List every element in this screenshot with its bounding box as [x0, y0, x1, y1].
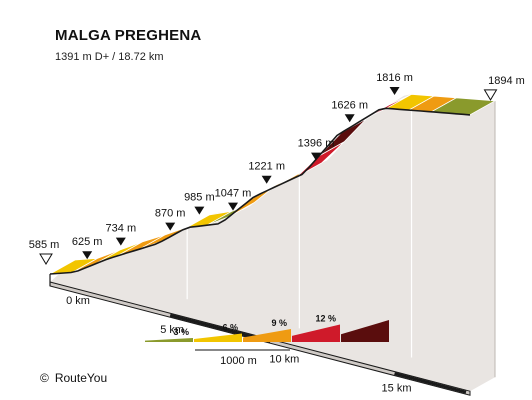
altitude-marker-triangle: [194, 206, 205, 215]
endpoint-marker-triangle: [39, 253, 53, 265]
endpoint-marker-triangle: [483, 89, 498, 101]
altitude-marker-label: 985 m: [184, 192, 215, 204]
distance-tick-label: 5 km: [160, 324, 184, 336]
altitude-marker-triangle: [344, 114, 355, 123]
altitude-marker-label: 1396 m: [298, 138, 335, 150]
altitude-marker-triangle: [261, 175, 272, 184]
altitude-marker-label: 625 m: [72, 236, 103, 248]
altitude-marker-label: 1047 m: [215, 188, 252, 200]
distance-tick-label: 15 km: [382, 383, 412, 395]
altitude-marker-label: 1626 m: [331, 99, 368, 111]
legend-label: 3 %: [173, 327, 189, 337]
endpoint-altitude-label: 1894 m: [488, 75, 525, 87]
copyright-icon: ©: [40, 371, 49, 385]
altitude-marker-triangle: [389, 86, 400, 95]
altitude-marker-label: 734 m: [106, 223, 137, 235]
distance-tick-label: 10 km: [269, 353, 299, 365]
legend-label: 12 %: [315, 314, 336, 324]
legend-swatch: [194, 333, 242, 342]
altitude-marker-label: 1221 m: [248, 161, 285, 173]
distance-band: [394, 372, 467, 394]
profile-wall: [50, 94, 495, 392]
altitude-marker-label: 870 m: [155, 208, 186, 220]
altitude-marker-triangle: [228, 202, 239, 211]
legend-swatch: [341, 320, 389, 342]
legend-label: 9 %: [271, 318, 287, 328]
gradient-segments-layer: [49, 93, 497, 275]
legend-swatch: [145, 338, 193, 342]
profile-front-edge: [49, 107, 471, 275]
legend-swatch: [243, 329, 291, 342]
copyright-notice: © RouteYou: [40, 371, 107, 385]
altitude-marker-triangle: [82, 251, 93, 260]
legend-scale-label: 1000 m: [220, 355, 257, 367]
altitude-marker-triangle: [311, 152, 322, 161]
altitude-marker-label: 1816 m: [376, 72, 413, 84]
gradient-legend: 3 % 6 % 9 % 12 % 1000 m: [145, 314, 389, 367]
altitude-marker-triangle: [165, 222, 176, 231]
chart-subtitle: 1391 m D+ / 18.72 km: [55, 51, 164, 63]
endpoint-altitude-label: 585 m: [29, 239, 60, 251]
legend-swatch: [292, 324, 340, 342]
distance-tick-label: 0 km: [66, 295, 90, 307]
legend-label: 6 %: [222, 323, 238, 333]
copyright-text: RouteYou: [54, 371, 108, 385]
chart-title: MALGA PREGHENA: [55, 27, 202, 44]
altitude-marker-triangle: [115, 237, 126, 246]
